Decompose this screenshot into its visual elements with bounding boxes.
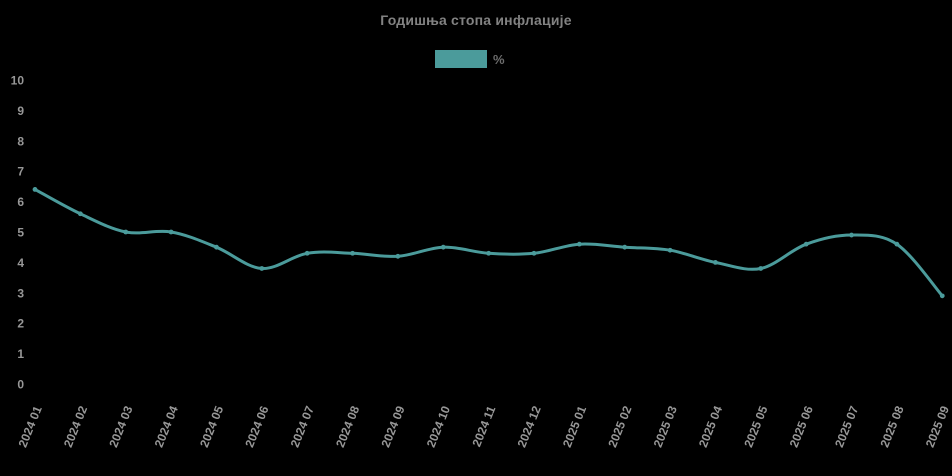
- y-tick-label: 3: [17, 286, 24, 300]
- x-axis-labels: 2024 01 2024 02 2024 03 2024 04 2024 05 2024 …: [16, 404, 952, 450]
- x-tick-label: 2025 01: [560, 404, 589, 450]
- data-point: [214, 244, 219, 250]
- y-tick-label: 0: [17, 378, 24, 392]
- data-point: [713, 260, 718, 265]
- y-axis-labels: 0 1 2 3 4 5 6 7 8 9 10: [11, 74, 25, 392]
- data-point: [259, 266, 265, 271]
- data-point: [123, 229, 129, 235]
- y-tick-label: 4: [17, 256, 24, 270]
- x-tick-label: 2024 12: [515, 404, 544, 450]
- data-point: [803, 241, 809, 247]
- y-tick-label: 5: [17, 226, 24, 240]
- x-tick-label: 2024 04: [152, 404, 181, 450]
- x-tick-label: 2024 06: [242, 404, 271, 450]
- y-tick-label: 10: [11, 74, 25, 88]
- x-tick-label: 2024 03: [106, 404, 135, 450]
- x-tick-label: 2025 02: [605, 404, 634, 450]
- x-tick-label: 2024 02: [61, 404, 90, 450]
- data-point: [758, 266, 764, 271]
- legend-item-percent[interactable]: %: [435, 50, 505, 68]
- y-tick-label: 9: [17, 104, 24, 118]
- x-tick-label: 2024 05: [197, 404, 226, 450]
- x-tick-label: 2025 08: [877, 404, 906, 450]
- data-point: [304, 250, 310, 256]
- legend-swatch: [435, 50, 487, 68]
- x-tick-label: 2024 11: [469, 404, 498, 449]
- x-tick-label: 2025 09: [923, 404, 952, 450]
- y-tick-label: 6: [17, 195, 24, 209]
- chart-title: Годишња стопа инфлације: [380, 12, 572, 28]
- x-tick-label: 2025 03: [651, 404, 680, 450]
- x-tick-label: 2025 04: [696, 404, 725, 450]
- series-points: [32, 187, 945, 299]
- x-tick-label: 2025 07: [832, 404, 861, 450]
- data-point: [894, 241, 900, 247]
- x-tick-label: 2024 08: [333, 404, 362, 450]
- y-tick-label: 2: [17, 317, 24, 331]
- data-point: [350, 250, 355, 256]
- x-tick-label: 2024 10: [424, 404, 453, 450]
- x-tick-label: 2025 06: [787, 404, 816, 450]
- legend-label: %: [493, 51, 505, 67]
- data-point: [531, 250, 537, 256]
- y-tick-label: 1: [17, 347, 24, 361]
- x-tick-label: 2025 05: [741, 404, 770, 450]
- data-point: [168, 229, 174, 235]
- data-point: [849, 232, 854, 238]
- data-point: [77, 211, 83, 217]
- data-point: [576, 241, 582, 247]
- y-tick-label: 8: [17, 134, 24, 148]
- data-point: [440, 244, 446, 250]
- data-point: [667, 247, 673, 253]
- data-point: [622, 244, 628, 250]
- x-tick-label: 2024 09: [378, 404, 407, 450]
- x-tick-label: 2024 01: [16, 404, 45, 450]
- x-tick-label: 2024 07: [288, 404, 317, 450]
- data-point: [32, 187, 38, 192]
- data-point: [939, 293, 945, 299]
- data-point: [486, 250, 492, 256]
- y-tick-label: 7: [17, 165, 24, 179]
- data-point: [395, 253, 401, 259]
